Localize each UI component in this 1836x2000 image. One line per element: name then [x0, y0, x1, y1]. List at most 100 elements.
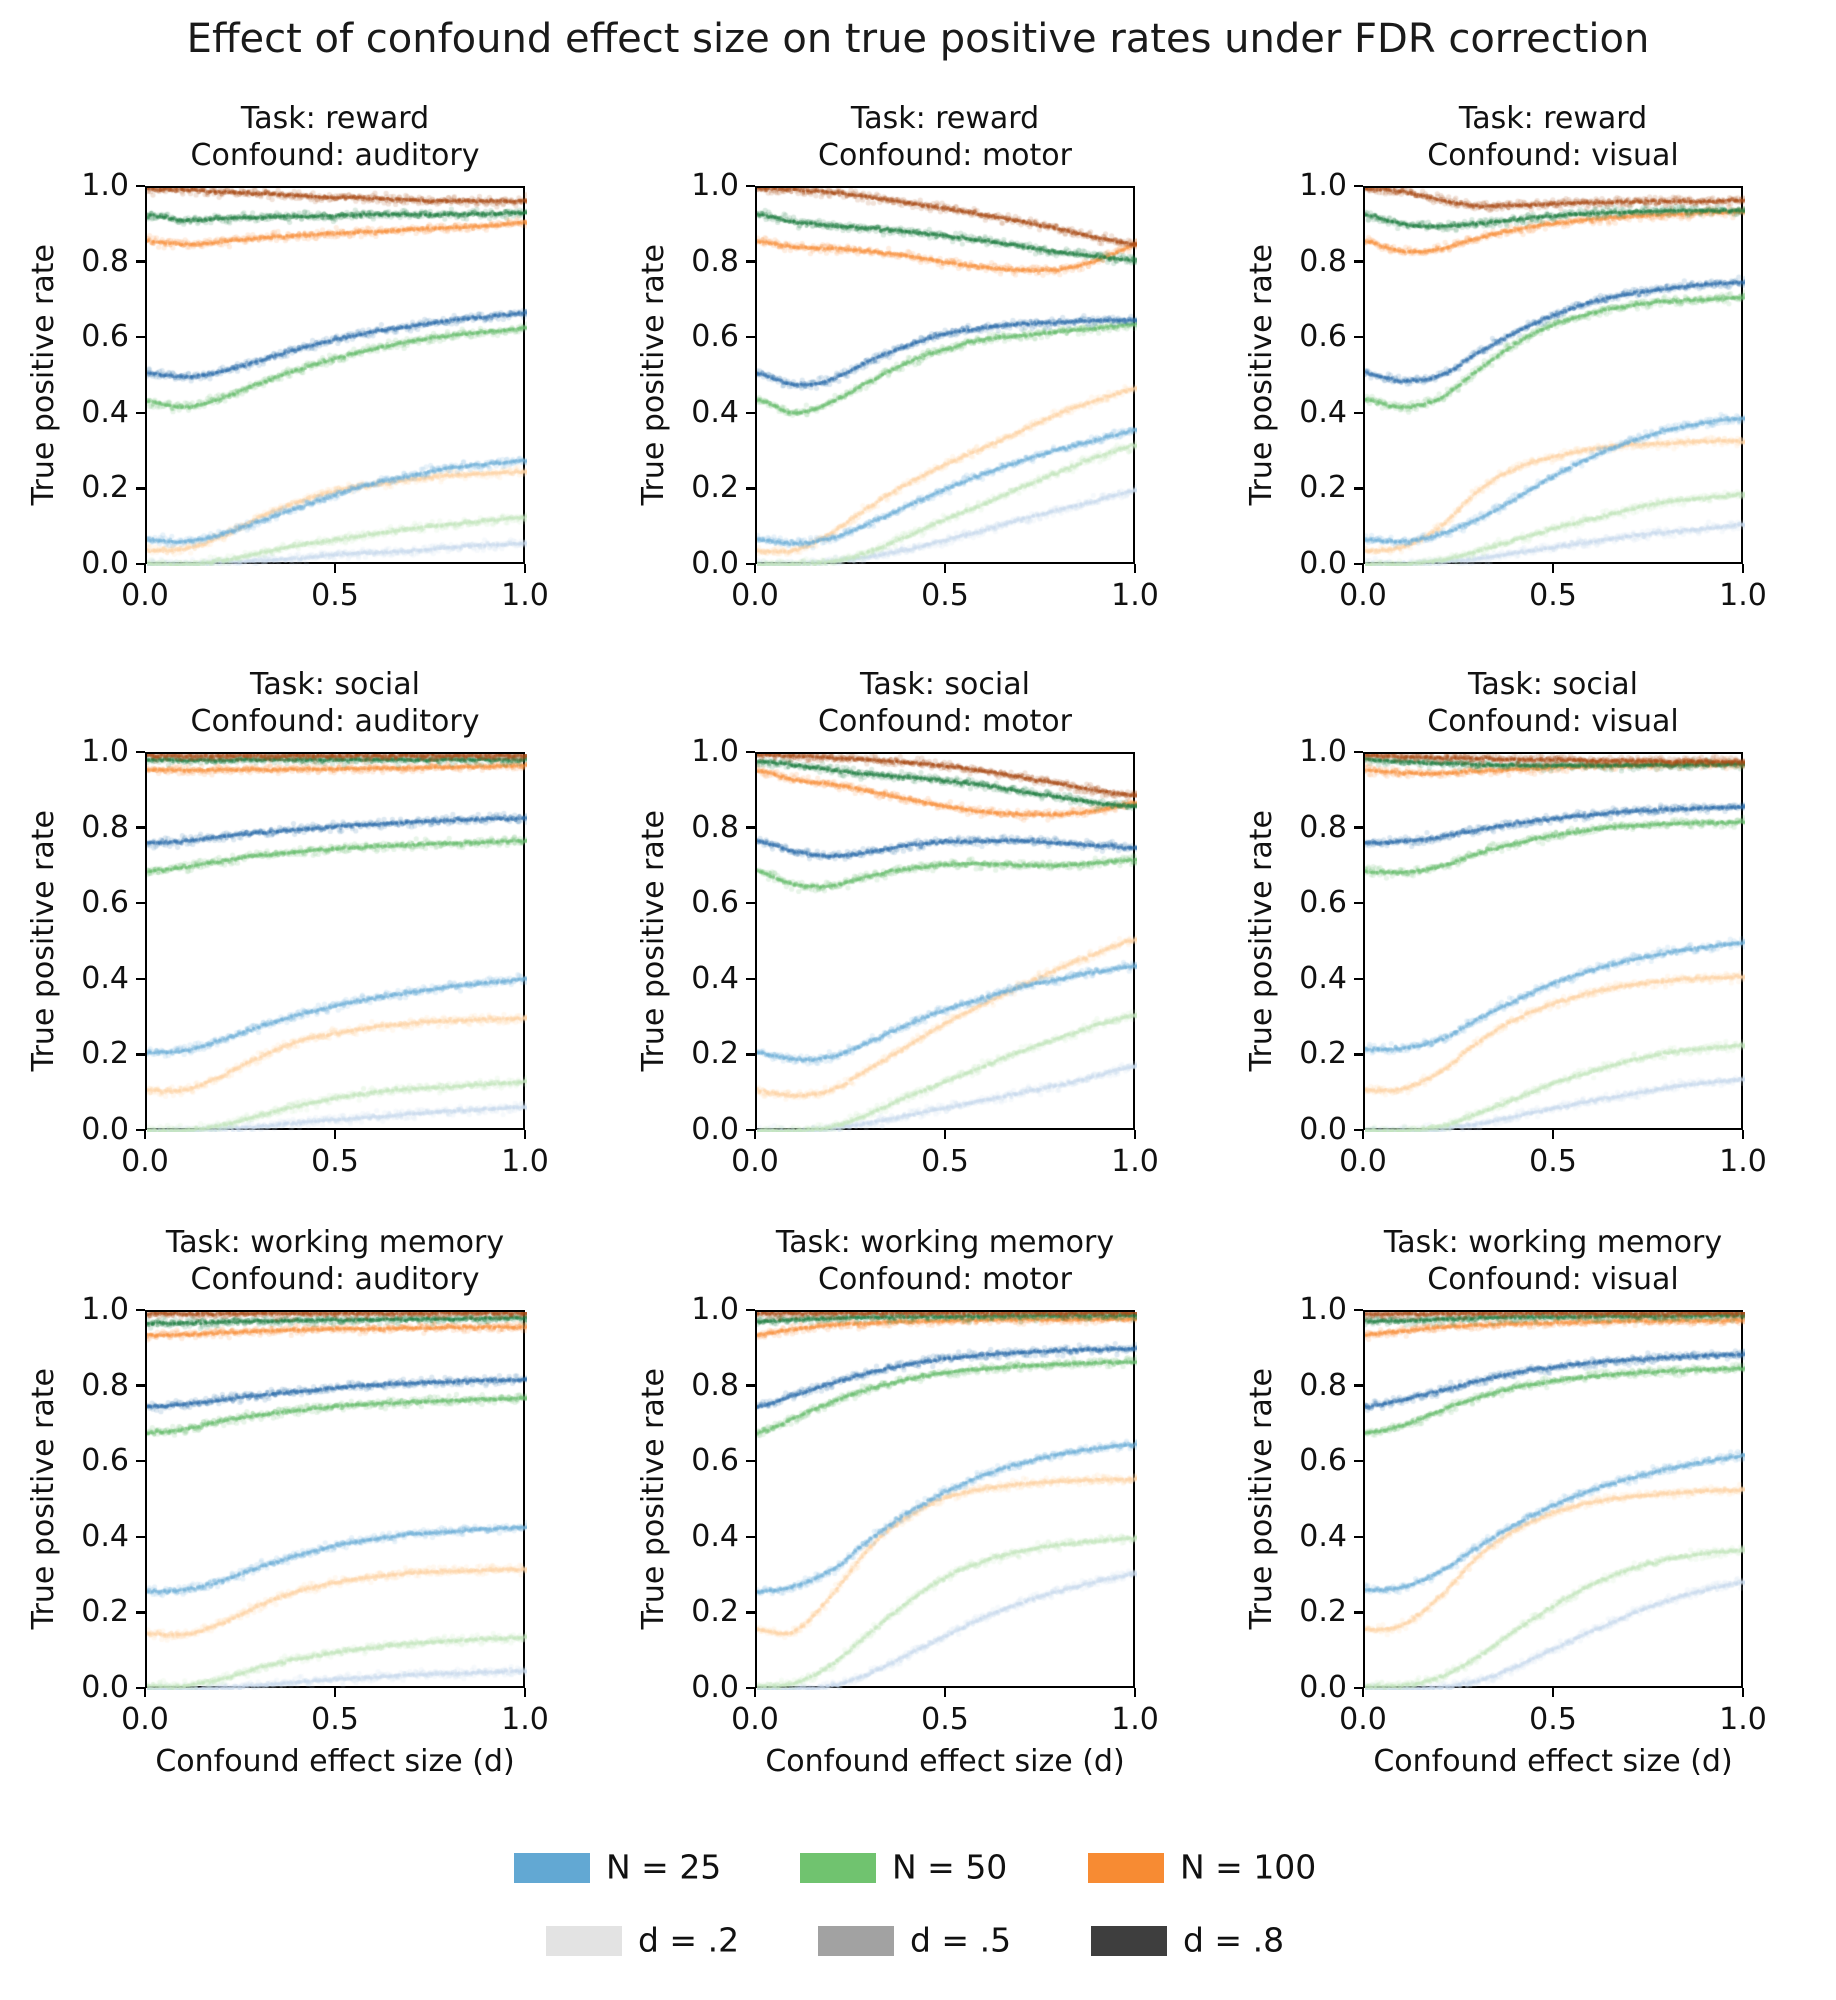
plot-canvas-working-memory-visual	[1365, 1312, 1745, 1690]
x-axis-label: Confound effect size (d)	[765, 1744, 1125, 1779]
y-tick-mark	[136, 562, 145, 566]
x-tick-mark	[143, 1130, 147, 1139]
y-tick-label: 0.8	[691, 243, 739, 279]
y-tick-label: 0.2	[1299, 1036, 1347, 1072]
subplot-title-task: Task: working memory	[1383, 1225, 1723, 1260]
x-tick-mark	[753, 1688, 757, 1697]
y-tick-label: 0.6	[81, 884, 129, 920]
plot-area-social-visual	[1363, 752, 1745, 1132]
y-axis-label-text: True positive rate	[25, 244, 61, 506]
legend-n-label-0: N = 25	[606, 1847, 722, 1887]
y-tick-mark	[1354, 487, 1363, 490]
x-tick-mark	[1133, 1688, 1137, 1697]
subplot-title-confound: Confound: auditory	[190, 1262, 480, 1297]
plot-canvas-working-memory-auditory	[147, 1312, 527, 1690]
x-tick-mark	[943, 1688, 947, 1697]
y-tick-mark	[136, 1308, 145, 1312]
y-tick-mark	[1354, 260, 1363, 263]
y-tick-label: 0.8	[81, 243, 129, 279]
y-tick-label: 0.0	[81, 545, 129, 581]
x-tick-mark	[1741, 564, 1745, 573]
y-tick-mark	[136, 487, 145, 490]
x-tick-mark	[1551, 564, 1555, 573]
subplot-title-task: Task: social	[1468, 667, 1638, 702]
subplot-title-reward-auditory: Task: reward Confound: auditory	[145, 100, 525, 174]
y-tick-label: 0.0	[1299, 545, 1347, 581]
y-tick-label: 0.6	[1299, 1442, 1347, 1478]
y-tick-label: 0.4	[691, 1518, 739, 1554]
x-tick-label: 0.5	[921, 1702, 969, 1737]
subplot-title-reward-motor: Task: reward Confound: motor	[755, 100, 1135, 174]
y-tick-mark	[1354, 1308, 1363, 1312]
legend-n-label-2: N = 100	[1180, 1847, 1317, 1887]
y-tick-label: 1.0	[1299, 733, 1347, 769]
subplot-title-reward-visual: Task: reward Confound: visual	[1363, 100, 1743, 174]
y-tick-label: 0.8	[1299, 809, 1347, 845]
y-tick-mark	[1354, 1686, 1363, 1690]
x-tick-mark	[1551, 1130, 1555, 1139]
y-tick-label: 0.2	[691, 1036, 739, 1072]
y-tick-label: 0.8	[691, 809, 739, 845]
y-tick-label: 1.0	[691, 167, 739, 203]
plot-canvas-reward-visual	[1365, 188, 1745, 566]
y-tick-label: 0.8	[81, 809, 129, 845]
x-tick-label: 0.5	[1529, 578, 1577, 613]
y-tick-mark	[746, 1128, 755, 1132]
x-tick-label: 1.0	[1111, 1144, 1159, 1179]
y-tick-mark	[136, 1128, 145, 1132]
plot-canvas-social-visual	[1365, 754, 1745, 1132]
x-tick-label: 1.0	[1719, 578, 1767, 613]
x-axis-label: Confound effect size (d)	[1373, 1744, 1733, 1779]
y-tick-mark	[746, 562, 755, 566]
y-tick-mark	[136, 901, 145, 905]
x-tick-mark	[1741, 1688, 1745, 1697]
x-tick-label: 0.0	[121, 1144, 169, 1179]
y-tick-label: 0.8	[81, 1367, 129, 1403]
x-tick-mark	[523, 1688, 527, 1697]
y-tick-mark	[746, 1053, 755, 1056]
y-axis-label-text: True positive rate	[635, 1368, 671, 1630]
plot-area-reward-motor	[755, 186, 1137, 566]
subplot-title-task: Task: working memory	[775, 1225, 1115, 1260]
y-tick-label: 1.0	[81, 167, 129, 203]
y-tick-mark	[746, 901, 755, 905]
y-axis-label-text: True positive rate	[1243, 810, 1279, 1072]
subplot-title-confound: Confound: motor	[818, 704, 1072, 739]
x-tick-label: 0.5	[1529, 1144, 1577, 1179]
x-tick-mark	[1361, 1130, 1365, 1139]
y-tick-label: 0.0	[81, 1111, 129, 1147]
y-tick-label: 0.6	[691, 318, 739, 354]
x-tick-label: 1.0	[1719, 1144, 1767, 1179]
y-tick-mark	[746, 335, 755, 339]
y-axis-label-text: True positive rate	[25, 810, 61, 1072]
x-tick-label: 0.0	[1339, 578, 1387, 613]
y-tick-label: 0.4	[81, 960, 129, 996]
plot-canvas-social-auditory	[147, 754, 527, 1132]
y-tick-label: 0.6	[1299, 884, 1347, 920]
y-axis-label-text: True positive rate	[635, 244, 671, 506]
legend-n-swatch-2	[1088, 1853, 1164, 1883]
subplot-title-social-auditory: Task: social Confound: auditory	[145, 666, 525, 740]
x-tick-mark	[753, 1130, 757, 1139]
y-tick-mark	[1354, 750, 1363, 754]
subplot-title-task: Task: reward	[1458, 101, 1648, 136]
y-tick-mark	[136, 1611, 145, 1614]
plot-canvas-reward-motor	[757, 188, 1137, 566]
plot-canvas-social-motor	[757, 754, 1137, 1132]
x-tick-label: 0.0	[121, 578, 169, 613]
x-tick-label: 0.0	[121, 1702, 169, 1737]
y-tick-label: 0.4	[81, 394, 129, 430]
y-tick-mark	[136, 826, 145, 829]
subplot-title-confound: Confound: auditory	[190, 704, 480, 739]
plot-area-social-auditory	[145, 752, 527, 1132]
y-tick-label: 0.0	[81, 1669, 129, 1705]
x-tick-mark	[1133, 564, 1137, 573]
y-tick-label: 1.0	[691, 1291, 739, 1327]
y-tick-label: 1.0	[691, 733, 739, 769]
y-tick-label: 0.6	[691, 1442, 739, 1478]
y-tick-mark	[136, 260, 145, 263]
y-tick-mark	[746, 826, 755, 829]
x-tick-mark	[1133, 1130, 1137, 1139]
y-tick-mark	[746, 184, 755, 188]
subplot-title-confound: Confound: visual	[1427, 704, 1679, 739]
